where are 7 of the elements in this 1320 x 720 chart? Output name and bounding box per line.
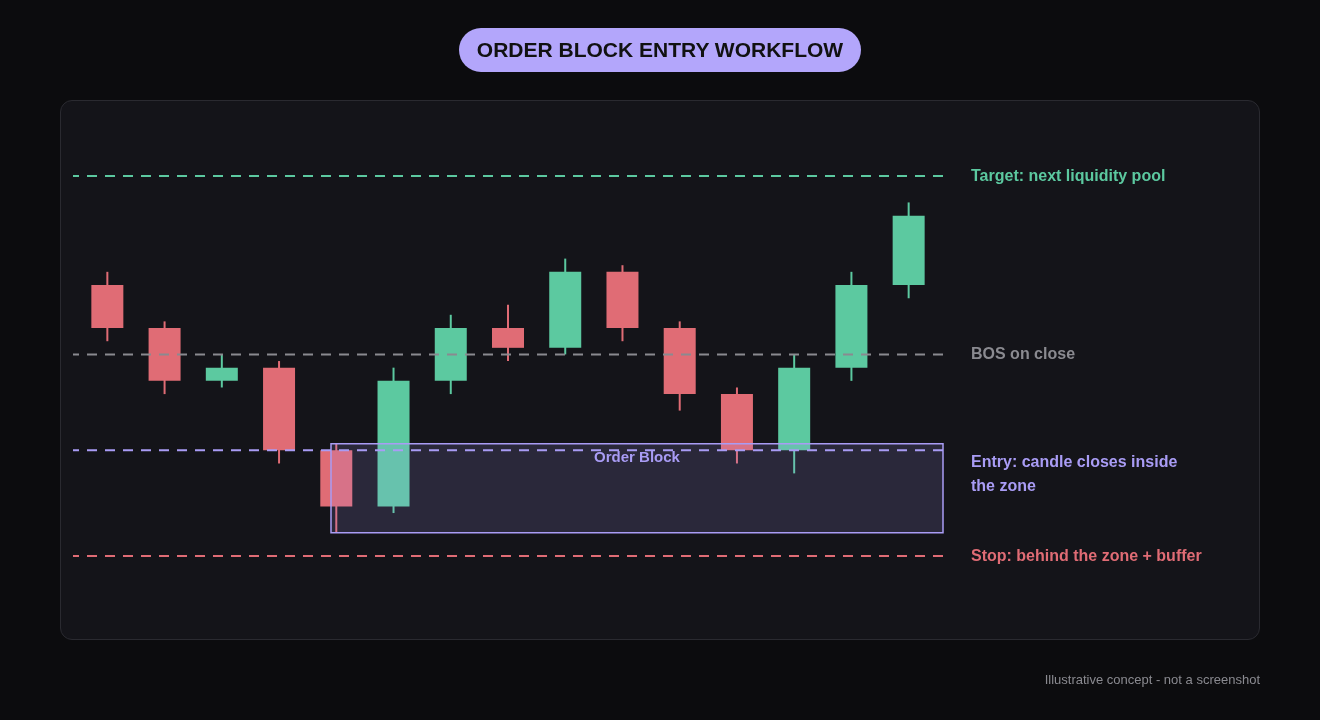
ref-line-label: Entry: candle closes inside the zone — [971, 453, 1178, 495]
chart-title: ORDER BLOCK ENTRY WORKFLOW — [458, 28, 862, 72]
ref-line-label: Stop: behind the zone + buffer — [971, 547, 1202, 564]
ref-line-label: BOS on close — [971, 345, 1076, 363]
band-label: Order Block — [594, 447, 681, 465]
ref-line-label: Target: next liquidity pool — [971, 167, 1166, 184]
text: Illustrative concept - not a screenshot — [1044, 672, 1260, 687]
